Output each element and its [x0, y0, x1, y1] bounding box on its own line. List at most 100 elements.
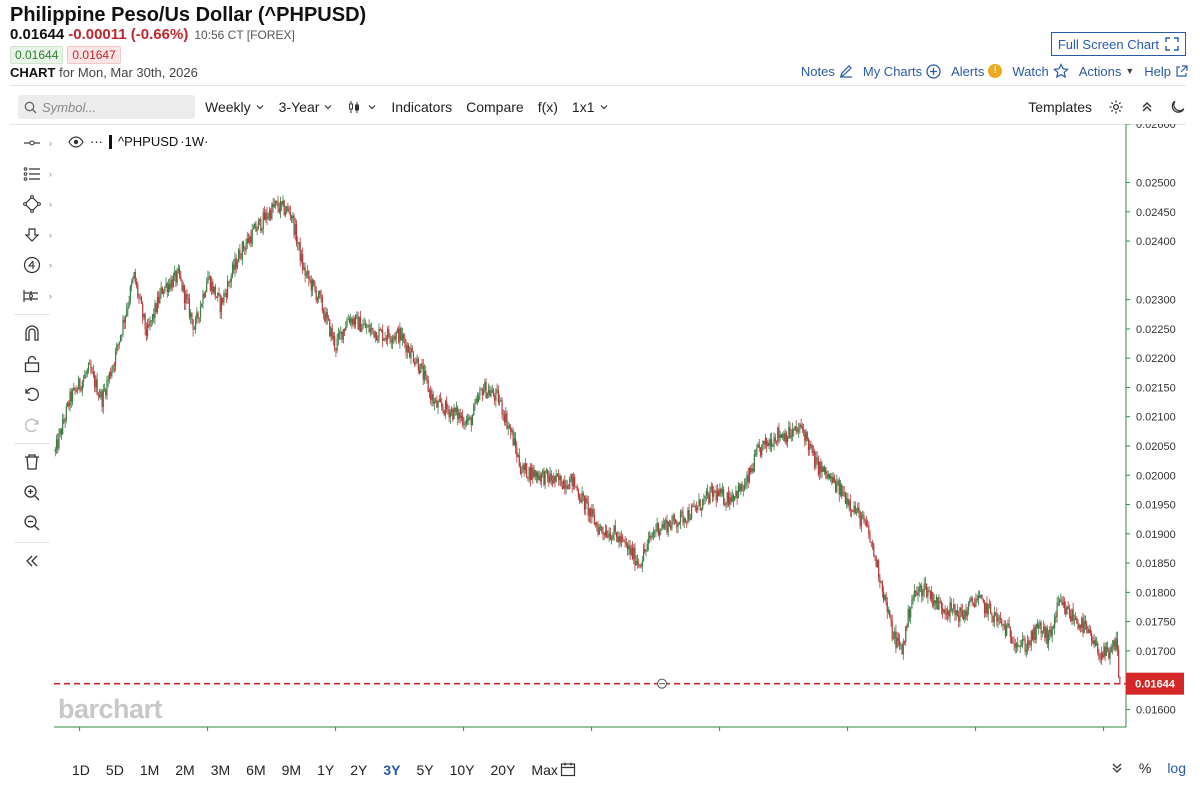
undo-tool[interactable] — [10, 379, 54, 410]
indicators-button[interactable]: Indicators — [391, 99, 453, 115]
eye-icon[interactable] — [68, 135, 84, 148]
fx-button[interactable]: f(x) — [537, 99, 558, 115]
candle-body — [1119, 676, 1121, 684]
symbol-search[interactable] — [18, 95, 195, 119]
compare-button[interactable]: Compare — [466, 99, 524, 115]
candle-body — [693, 506, 695, 507]
list-tool[interactable]: › — [10, 159, 54, 190]
range-button-20y[interactable]: 20Y — [490, 762, 516, 778]
range-button-10y[interactable]: 10Y — [449, 762, 475, 778]
layout-dropdown[interactable]: 1x1 — [572, 99, 609, 115]
candle-body — [108, 372, 111, 380]
range-button-5d[interactable]: 5D — [105, 762, 124, 778]
chart-toolbar: Weekly 3-Year Indicators Compare f(x) 1x… — [18, 94, 1186, 120]
zoom-out-tool[interactable] — [10, 508, 54, 539]
range-dropdown[interactable]: 3-Year — [279, 99, 334, 115]
candle-body — [377, 339, 379, 341]
double-chevron-down-icon[interactable] — [1111, 761, 1123, 775]
calendar-icon — [560, 762, 576, 777]
line-tool-icon — [24, 140, 40, 146]
candle-body — [994, 612, 997, 614]
candle-body — [274, 201, 277, 205]
number-tool[interactable]: › — [10, 250, 54, 281]
candle-body — [470, 417, 472, 426]
candle-body — [231, 264, 234, 276]
candle-body — [1028, 640, 1030, 645]
candle-body — [510, 427, 512, 433]
magnet-tool[interactable] — [10, 318, 54, 349]
candle-body — [924, 583, 927, 585]
my-charts-link[interactable]: My Charts — [863, 64, 941, 79]
alert-icon: ! — [988, 64, 1003, 78]
candle-body — [661, 524, 663, 530]
candle-body — [1063, 602, 1066, 608]
zoom-out-icon — [24, 515, 40, 531]
shape-tool[interactable]: › — [10, 189, 54, 220]
candle-body — [930, 592, 933, 600]
watch-link[interactable]: Watch — [1012, 63, 1069, 79]
candle-body — [818, 461, 821, 475]
candle-body — [210, 282, 213, 291]
measure-tool[interactable]: › — [10, 281, 54, 312]
zoom-in-tool[interactable] — [10, 478, 54, 509]
moon-icon[interactable] — [1170, 99, 1186, 115]
chart-type-dropdown[interactable] — [347, 99, 377, 115]
candle-body — [254, 223, 256, 229]
range-button-9m[interactable]: 9M — [281, 762, 302, 778]
actions-menu[interactable]: Actions ▼ — [1079, 64, 1135, 79]
candle-body — [900, 645, 902, 646]
candle-body — [492, 389, 495, 396]
candle-body — [411, 347, 413, 353]
candle-body — [452, 409, 454, 420]
candle-body — [325, 312, 327, 322]
collapse-tools-button[interactable] — [10, 546, 54, 577]
trend-line-tool[interactable]: › — [10, 128, 54, 159]
range-button-2m[interactable]: 2M — [175, 762, 195, 778]
candle-body — [171, 279, 173, 288]
arrow-tool[interactable]: › — [10, 220, 54, 251]
range-button-max[interactable]: Max — [531, 762, 558, 778]
delete-tool[interactable] — [10, 447, 54, 478]
gear-icon[interactable] — [1108, 99, 1124, 115]
range-button-3m[interactable]: 3M — [210, 762, 231, 778]
range-button-6m[interactable]: 6M — [246, 762, 266, 778]
series-color-bar — [109, 134, 112, 149]
redo-tool[interactable] — [10, 410, 54, 441]
templates-button[interactable]: Templates — [1028, 99, 1092, 115]
candle-body — [934, 600, 936, 604]
full-screen-chart-button[interactable]: Full Screen Chart — [1050, 32, 1186, 56]
symbol-input[interactable] — [42, 99, 182, 115]
lock-tool[interactable] — [10, 349, 54, 380]
candle-body — [786, 437, 789, 443]
legend-more[interactable]: ··· — [90, 134, 103, 149]
alerts-link[interactable]: Alerts ! — [951, 64, 1003, 79]
candle-body — [277, 201, 279, 209]
percent-toggle[interactable]: % — [1138, 760, 1152, 776]
period-dropdown[interactable]: Weekly — [205, 99, 265, 115]
candle-body — [219, 295, 221, 313]
candle-body — [273, 204, 275, 207]
candle-body — [438, 399, 440, 402]
candle-body — [1114, 640, 1116, 650]
candle-body — [265, 212, 267, 220]
range-button-1y[interactable]: 1Y — [317, 762, 335, 778]
range-button-5y[interactable]: 5Y — [416, 762, 434, 778]
range-button-2y[interactable]: 2Y — [350, 762, 368, 778]
candle-body — [794, 426, 796, 431]
candle-body — [290, 215, 293, 219]
candle-body — [916, 592, 918, 596]
help-link[interactable]: Help — [1144, 64, 1188, 79]
candle-body — [884, 594, 886, 600]
candle-body — [1086, 623, 1088, 630]
collapse-up-icon[interactable] — [1140, 100, 1154, 114]
price-chart[interactable]: 0.02600 0.02500 0.02450 0.02400 0.02300 0.022… — [54, 124, 1187, 734]
date-picker-button[interactable] — [560, 761, 576, 782]
candle-body — [811, 445, 813, 453]
notes-link[interactable]: Notes — [801, 64, 853, 79]
range-button-3y[interactable]: 3Y — [383, 762, 401, 778]
candle-body — [954, 604, 956, 615]
range-button-1d[interactable]: 1D — [72, 762, 90, 778]
log-toggle[interactable]: log — [1167, 760, 1186, 776]
candle-body — [522, 464, 524, 473]
range-button-1m[interactable]: 1M — [139, 762, 160, 778]
